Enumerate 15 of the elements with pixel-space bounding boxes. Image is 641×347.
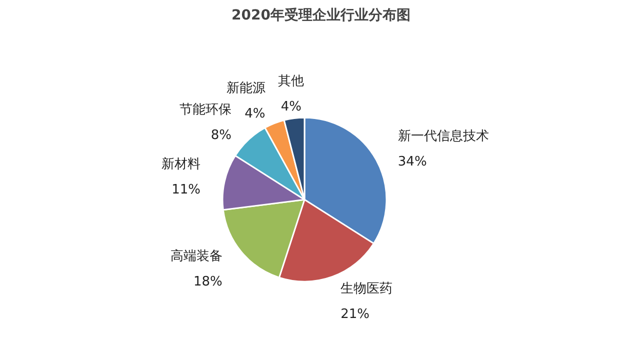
data-label: 4%	[280, 100, 302, 115]
data-label: 18%	[193, 274, 222, 290]
data-label: 8%	[210, 128, 232, 143]
slice-label: 其他	[278, 74, 304, 90]
chart-title: 2020年受理企业行业分布图	[232, 8, 410, 24]
slice-label: 生物医药	[340, 281, 393, 296]
slice-label: 新材料	[161, 157, 200, 172]
slice-label: 高端装备	[170, 248, 222, 264]
slice-label: 节能环保	[180, 102, 232, 118]
data-label: 34%	[398, 154, 427, 170]
data-label: 11%	[172, 182, 200, 198]
data-label: 4%	[244, 106, 266, 122]
slice-label: 新能源	[226, 80, 266, 96]
slice-label: 新一代信息技术	[398, 128, 489, 144]
data-label: 21%	[340, 307, 370, 322]
